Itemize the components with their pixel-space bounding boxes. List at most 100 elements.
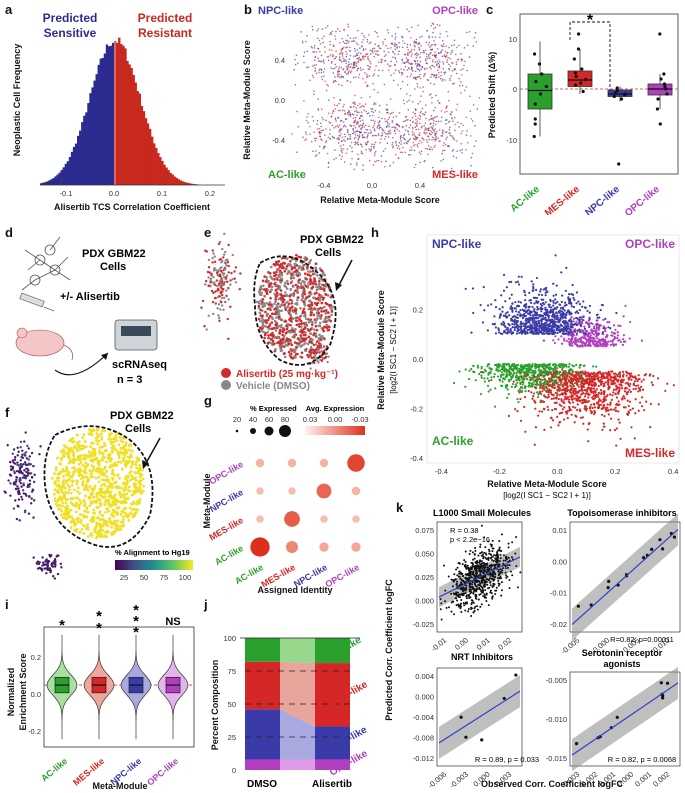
umap-point bbox=[318, 282, 321, 286]
scatter-point bbox=[363, 131, 366, 134]
scatter-point bbox=[574, 378, 577, 381]
scatter-point bbox=[521, 308, 524, 311]
umap-point bbox=[274, 329, 278, 332]
umap-point bbox=[209, 279, 212, 282]
umap-point bbox=[296, 288, 299, 292]
umap-point bbox=[222, 308, 225, 312]
scatter-point bbox=[362, 123, 365, 125]
umap-point bbox=[272, 333, 275, 337]
scatter-point bbox=[416, 122, 418, 125]
umap-point bbox=[212, 282, 215, 286]
scatter-point bbox=[458, 77, 460, 80]
scatter-point bbox=[592, 342, 595, 346]
scatter-point bbox=[517, 275, 520, 278]
umap-point bbox=[294, 283, 298, 287]
scatter-point bbox=[434, 36, 437, 38]
scatter-point bbox=[617, 324, 620, 327]
scatter-point bbox=[569, 328, 572, 332]
scatter-point bbox=[323, 68, 326, 70]
scatter-point bbox=[426, 127, 428, 130]
scatter-point bbox=[447, 56, 449, 59]
scatter-point bbox=[344, 113, 347, 116]
scatter-point bbox=[503, 329, 506, 332]
scatter-point bbox=[352, 130, 355, 132]
umap-point bbox=[321, 273, 324, 276]
scatter-point bbox=[424, 127, 427, 129]
umap-point bbox=[304, 333, 307, 337]
scatter-point bbox=[528, 364, 532, 368]
scatter-point bbox=[627, 410, 630, 413]
scatter-point bbox=[341, 136, 344, 138]
scatter-point bbox=[510, 385, 513, 388]
scatter-point bbox=[394, 132, 397, 135]
scatter-point bbox=[386, 103, 388, 106]
scatter-point bbox=[438, 65, 441, 68]
scatter-point bbox=[416, 83, 419, 85]
scatter-point bbox=[300, 31, 303, 33]
scatter-point bbox=[342, 125, 345, 128]
umap-point bbox=[288, 294, 292, 298]
scatter-point bbox=[432, 59, 434, 61]
scatter-point bbox=[370, 145, 373, 148]
scatter-point bbox=[570, 413, 573, 416]
scatter-point bbox=[337, 75, 339, 77]
umap-point bbox=[281, 265, 285, 269]
scatter-point bbox=[377, 133, 380, 135]
scatter-point bbox=[454, 53, 457, 56]
umap-point bbox=[281, 333, 284, 337]
scatter-point bbox=[540, 410, 544, 413]
scatter-point bbox=[515, 310, 518, 313]
panel-label-d: d bbox=[5, 225, 13, 240]
scatter-point bbox=[505, 376, 508, 379]
umap-point bbox=[289, 264, 292, 268]
scatter-point bbox=[354, 76, 357, 78]
scatter-point bbox=[407, 154, 410, 156]
scatter-point bbox=[342, 40, 345, 43]
scatter-point bbox=[391, 42, 393, 45]
scatter-point bbox=[314, 70, 316, 72]
scatter-point bbox=[394, 42, 396, 45]
scatter-point bbox=[434, 139, 436, 142]
scatter-point bbox=[396, 47, 399, 49]
umap-point bbox=[205, 279, 208, 283]
scatter-point bbox=[379, 141, 381, 144]
scatter-point bbox=[354, 61, 356, 64]
scatter-point bbox=[562, 418, 566, 421]
scatter-point bbox=[408, 139, 411, 141]
scatter-point bbox=[574, 414, 577, 417]
scatter-point bbox=[359, 67, 362, 69]
scatter-point bbox=[556, 415, 559, 418]
scatter-point bbox=[450, 111, 453, 113]
scatter-point bbox=[618, 383, 621, 386]
scatter-point bbox=[486, 384, 490, 387]
umap-point bbox=[270, 312, 274, 315]
scatter-point bbox=[397, 53, 400, 55]
scatter-point bbox=[522, 322, 526, 325]
umap-point bbox=[264, 289, 268, 293]
scatter-point bbox=[394, 56, 397, 59]
scatter-point bbox=[404, 53, 406, 56]
scatter-point bbox=[537, 395, 540, 399]
scatter-point bbox=[543, 386, 546, 389]
scatter-point bbox=[440, 110, 443, 112]
scatter-point bbox=[504, 386, 508, 389]
umap-point bbox=[215, 268, 218, 272]
scatter-point bbox=[361, 133, 364, 136]
umap-point bbox=[298, 264, 301, 268]
scatter-point bbox=[389, 164, 391, 167]
scatter-point bbox=[628, 376, 631, 379]
scatter-point bbox=[417, 24, 419, 27]
scatter-point bbox=[410, 146, 412, 149]
scatter-point bbox=[371, 143, 373, 145]
scatter-point bbox=[431, 128, 434, 130]
umap-point bbox=[269, 296, 272, 300]
scatter-point bbox=[419, 73, 421, 76]
scatter-point bbox=[541, 378, 544, 381]
scatter-point bbox=[657, 403, 660, 406]
scatter-point bbox=[362, 168, 364, 171]
scatter-point bbox=[413, 138, 416, 141]
scatter-point bbox=[411, 126, 414, 129]
scatter-point bbox=[478, 97, 481, 99]
scatter-point bbox=[628, 385, 631, 388]
scatter-point bbox=[370, 110, 373, 113]
